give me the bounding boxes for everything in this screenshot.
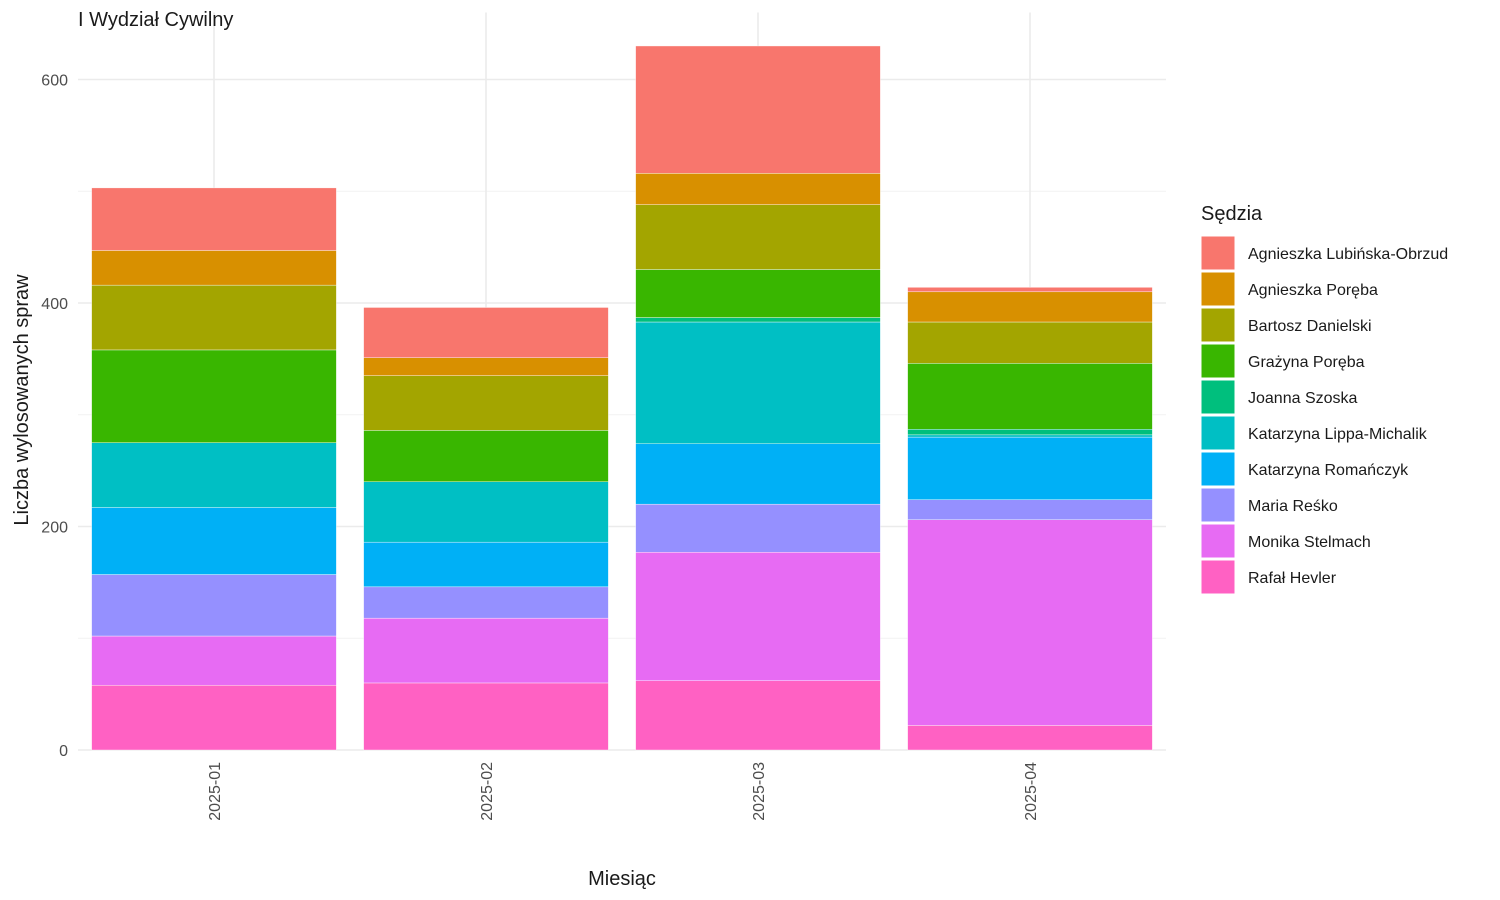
legend-title: Sędzia: [1201, 203, 1263, 225]
legend-swatch: [1200, 415, 1236, 451]
bar-segment: [91, 574, 337, 637]
bar-segment: [363, 307, 609, 358]
legend-swatch: [1200, 343, 1236, 379]
y-tick-label: 600: [41, 73, 68, 90]
y-tick-label: 0: [59, 743, 68, 760]
legend-item: Rafał Hevler: [1200, 559, 1337, 595]
bar-segment: [91, 635, 337, 686]
y-tick-label: 200: [41, 520, 68, 537]
bar-segment: [635, 173, 881, 205]
legend-item: Maria Reśko: [1200, 487, 1338, 523]
bar-segment: [907, 436, 1153, 500]
bar-segment: [635, 443, 881, 505]
bar-segment: [907, 287, 1153, 293]
legend-label: Joanna Szoska: [1248, 390, 1358, 407]
legend-label: Rafał Hevler: [1248, 570, 1337, 587]
bar-segment: [91, 284, 337, 351]
bar-segment: [635, 317, 881, 323]
legend-item: Bartosz Danielski: [1200, 307, 1372, 343]
x-tick-label: 2025-03: [751, 762, 768, 821]
legend-label: Maria Reśko: [1248, 498, 1338, 515]
legend: Sędzia Agnieszka Lubińska-Obrzud Agnieszk…: [1200, 203, 1448, 595]
y-tick-label: 400: [41, 296, 68, 313]
bar-segment: [91, 250, 337, 286]
bar-segment: [363, 541, 609, 588]
bar-segment: [91, 507, 337, 575]
legend-label: Agnieszka Poręba: [1248, 282, 1378, 299]
bar-segment: [363, 481, 609, 543]
legend-swatch: [1200, 523, 1236, 559]
bar-segment: [363, 682, 609, 751]
bar-segment: [635, 680, 881, 751]
chart-title: I Wydział Cywilny: [78, 9, 233, 31]
bar-segment: [907, 429, 1153, 436]
bar-segment: [363, 357, 609, 376]
legend-item: Grażyna Poręba: [1200, 343, 1365, 379]
legend-swatch: [1200, 271, 1236, 307]
legend-swatch: [1200, 379, 1236, 415]
legend-swatch: [1200, 307, 1236, 343]
x-tick-label: 2025-04: [1023, 762, 1040, 821]
bar-segment: [635, 204, 881, 270]
y-axis-ticks: 0 200 400 600: [41, 73, 68, 761]
bar-segment: [635, 552, 881, 681]
legend-item: Agnieszka Poręba: [1200, 271, 1378, 307]
bar-segment: [907, 519, 1153, 726]
bar-segment: [91, 187, 337, 251]
x-tick-label: 2025-02: [479, 762, 496, 821]
bar-segment: [635, 45, 881, 174]
legend-label: Katarzyna Romańczyk: [1248, 462, 1409, 479]
bar-segment: [363, 586, 609, 619]
legend-label: Grażyna Poręba: [1248, 354, 1365, 371]
legend-label: Katarzyna Lippa-Michalik: [1248, 426, 1428, 443]
legend-item: Monika Stelmach: [1200, 523, 1371, 559]
bar-segment: [635, 503, 881, 553]
bar-segment: [907, 291, 1153, 323]
bar-segment: [907, 434, 1153, 438]
bar-segment: [907, 725, 1153, 751]
legend-item: Katarzyna Romańczyk: [1200, 451, 1409, 487]
legend-swatch: [1200, 451, 1236, 487]
y-axis-label: Liczba wylosowanych spraw: [11, 274, 33, 526]
bar-segment: [363, 430, 609, 482]
legend-label: Agnieszka Lubińska-Obrzud: [1248, 246, 1448, 263]
bar-segment: [91, 442, 337, 508]
bar-segment: [363, 375, 609, 431]
legend-item: Katarzyna Lippa-Michalik: [1200, 415, 1428, 451]
x-axis-ticks: 2025-01 2025-02 2025-03 2025-04: [207, 762, 1040, 821]
legend-item: Agnieszka Lubińska-Obrzud: [1200, 235, 1448, 271]
bars: [91, 45, 1153, 751]
bar-segment: [91, 349, 337, 443]
legend-item: Joanna Szoska: [1200, 379, 1358, 415]
legend-swatch: [1200, 235, 1236, 271]
bar-segment: [635, 321, 881, 445]
legend-label: Bartosz Danielski: [1248, 318, 1372, 335]
bar-segment: [91, 684, 337, 751]
bar-segment: [635, 269, 881, 318]
x-axis-label: Miesiąc: [588, 868, 656, 890]
x-tick-label: 2025-01: [207, 762, 224, 821]
bar-segment: [907, 363, 1153, 430]
bar-segment: [907, 321, 1153, 364]
legend-swatch: [1200, 559, 1236, 595]
bar-segment: [907, 499, 1153, 520]
legend-label: Monika Stelmach: [1248, 534, 1371, 551]
legend-swatch: [1200, 487, 1236, 523]
bar-segment: [363, 617, 609, 684]
